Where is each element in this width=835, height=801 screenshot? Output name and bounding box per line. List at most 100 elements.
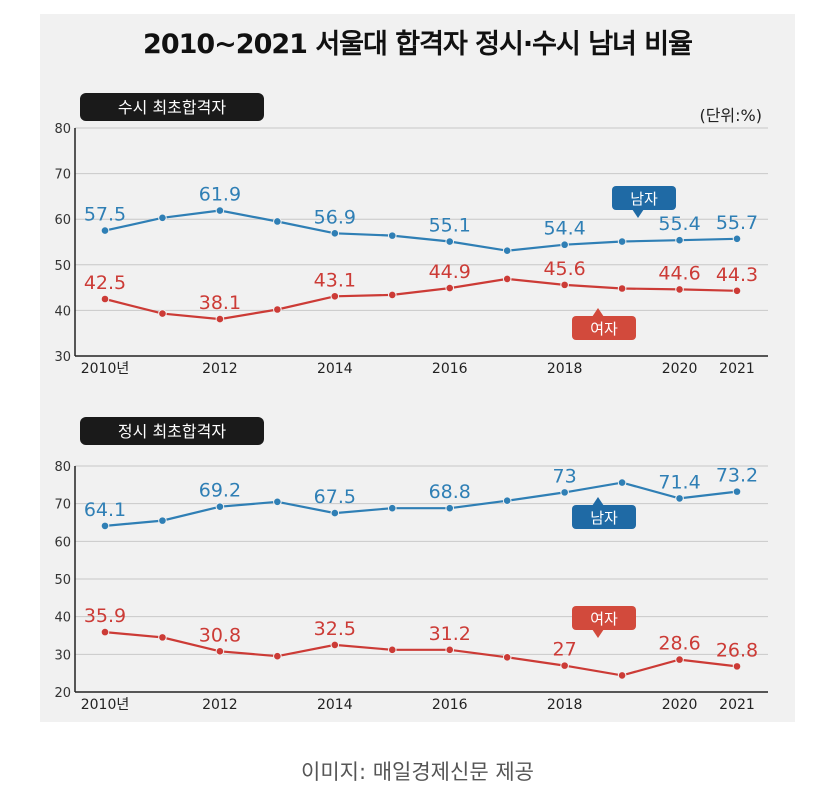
data-point-male — [330, 508, 340, 518]
data-point-male — [273, 217, 282, 226]
data-label-female: 30.8 — [199, 624, 241, 646]
chart-card — [40, 14, 795, 722]
data-point-male — [158, 516, 167, 525]
data-label-female: 44.6 — [658, 262, 700, 284]
data-label-female: 32.5 — [314, 618, 356, 640]
data-point-female — [215, 314, 225, 324]
y-tick-label: 30 — [54, 648, 71, 663]
data-label-female: 31.2 — [429, 623, 471, 645]
data-point-male — [560, 488, 569, 497]
callout-box — [572, 316, 636, 340]
data-label-male: 55.7 — [716, 212, 758, 234]
data-point-male — [675, 235, 684, 245]
callout-pointer — [592, 308, 604, 317]
data-label-female: 44.9 — [429, 261, 471, 283]
x-tick-label: 2012 — [202, 361, 238, 377]
data-label-female: 28.6 — [658, 633, 700, 655]
data-point-female — [273, 305, 282, 314]
callout-pointer — [592, 497, 604, 506]
x-tick-label: 2010년 — [81, 697, 130, 713]
data-point-female — [330, 640, 340, 650]
x-tick-label: 2021 — [719, 697, 755, 713]
data-point-female — [732, 662, 742, 671]
y-tick-label: 70 — [54, 168, 71, 183]
data-point-female — [215, 647, 225, 656]
y-tick-label: 60 — [54, 535, 71, 550]
y-tick-label: 60 — [54, 213, 71, 228]
unit-label: (단위:%) — [699, 106, 762, 125]
data-label-female: 27 — [553, 639, 577, 661]
data-point-male — [445, 503, 455, 513]
series-callout-male: 남자 — [572, 497, 636, 529]
data-point-male — [100, 226, 110, 235]
panel-tag — [80, 93, 264, 121]
data-point-male — [387, 503, 397, 513]
data-label-female: 44.3 — [716, 264, 758, 286]
series-line-female — [104, 631, 738, 677]
data-point-female — [158, 633, 167, 642]
data-point-male — [617, 237, 627, 246]
y-tick-label: 40 — [54, 304, 71, 319]
data-label-female: 26.8 — [716, 639, 758, 661]
data-point-male — [732, 234, 742, 244]
y-tick-label: 40 — [54, 611, 71, 626]
data-label-male: 55.4 — [658, 213, 700, 235]
series-line-female — [104, 277, 738, 321]
data-point-male — [560, 240, 569, 250]
data-label-male: 73.2 — [716, 465, 758, 487]
callout-pointer — [592, 629, 604, 638]
data-point-female — [158, 309, 167, 318]
data-point-female — [445, 645, 455, 655]
data-point-female — [502, 274, 512, 284]
data-point-female — [560, 280, 569, 290]
data-point-male — [158, 213, 167, 223]
data-label-male: 54.4 — [543, 218, 585, 240]
data-point-female — [502, 653, 512, 662]
data-label-male: 55.1 — [429, 215, 471, 237]
data-point-female — [100, 627, 110, 637]
callout-label: 여자 — [590, 610, 618, 628]
data-point-female — [560, 661, 569, 670]
data-point-female — [387, 645, 397, 655]
data-label-female: 35.9 — [84, 605, 126, 627]
data-label-female: 45.6 — [543, 258, 585, 280]
panel-tag — [80, 417, 264, 445]
data-point-male — [502, 246, 512, 255]
data-label-male: 67.5 — [314, 486, 356, 508]
series-callout-female: 여자 — [572, 606, 636, 638]
panel-tag-label: 정시 최초합격자 — [118, 422, 226, 441]
data-point-male — [502, 496, 512, 505]
data-label-male: 68.8 — [429, 481, 471, 503]
data-point-male — [732, 487, 742, 496]
series-line-male — [104, 481, 738, 527]
data-point-male — [330, 229, 340, 238]
data-label-male: 57.5 — [84, 204, 126, 226]
data-point-female — [330, 291, 340, 301]
x-tick-label: 2010년 — [81, 361, 130, 377]
data-label-male: 73 — [553, 465, 577, 487]
x-tick-label: 2016 — [432, 697, 468, 713]
x-tick-label: 2021 — [719, 361, 755, 377]
data-point-female — [445, 283, 455, 293]
data-label-male: 64.1 — [84, 499, 126, 521]
chart-panel-1: 수시 최초합격자 30 40 50 60 70 80 2010년 2012 2014 2016 201… — [54, 93, 768, 377]
data-point-female — [675, 655, 684, 664]
callout-box — [572, 505, 636, 529]
data-point-female — [617, 284, 627, 293]
callout-box — [572, 606, 636, 630]
data-point-female — [617, 671, 627, 680]
chart-title: 2010~2021 서울대 합격자 정시·수시 남녀 비율 — [143, 29, 693, 60]
y-tick-label: 30 — [54, 350, 71, 365]
data-point-male — [445, 237, 455, 246]
x-tick-label: 2016 — [432, 361, 468, 377]
series-callout-male: 남자 — [612, 186, 676, 218]
data-label-female: 42.5 — [84, 272, 126, 294]
data-point-male — [617, 478, 627, 487]
y-tick-label: 80 — [54, 460, 71, 475]
data-label-male: 61.9 — [199, 184, 241, 206]
image-credit: 이미지: 매일경제신문 제공 — [301, 760, 534, 784]
x-tick-label: 2020 — [662, 361, 698, 377]
x-tick-label: 2020 — [662, 697, 698, 713]
callout-label: 여자 — [590, 320, 618, 338]
